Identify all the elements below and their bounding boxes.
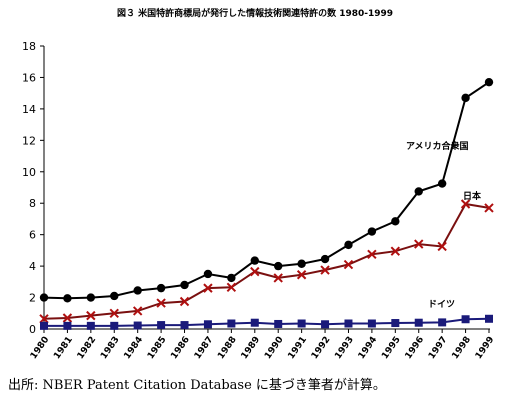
data-point-marker [133,286,142,295]
data-point-marker [86,321,95,330]
data-point-marker [110,321,119,330]
y-tick-label: 12 [22,134,36,147]
data-point-marker [156,283,166,293]
data-point-marker [39,314,49,324]
data-point-marker [180,321,189,330]
data-point-marker [461,93,470,103]
x-tick-label: 1990 [263,335,286,361]
data-point-marker [367,249,377,260]
data-point-marker [86,293,96,302]
x-tick-label: 1987 [193,335,216,361]
data-point-marker [203,269,213,279]
data-point-marker [250,266,260,277]
series-label-1: アメリカ合衆国 [406,140,469,152]
x-tick-label: 1999 [474,335,497,361]
data-point-marker [320,265,330,275]
data-point-marker [437,179,447,188]
data-point-marker [250,318,259,327]
data-point-marker [344,240,353,250]
data-point-marker [180,280,189,290]
x-tick-label: 1981 [52,335,75,361]
x-tick-label: 1994 [357,335,380,361]
data-point-marker [296,270,307,280]
x-tick-label: 1991 [287,335,310,361]
data-point-marker [110,291,119,301]
data-point-marker [391,217,400,226]
x-tick-label: 1984 [123,335,146,361]
data-point-marker [343,259,354,270]
x-tick-label: 1997 [427,335,450,361]
data-point-marker [320,254,330,264]
data-point-marker [132,306,143,316]
data-point-marker [62,313,73,323]
data-point-marker [39,293,49,302]
data-point-marker [297,319,306,328]
data-point-marker [274,261,283,271]
data-point-marker [250,256,259,265]
data-point-marker [390,246,401,256]
data-point-marker [63,321,72,330]
data-point-marker [437,241,447,252]
x-tick-label: 1989 [240,335,263,361]
data-point-marker [274,319,283,328]
x-tick-label: 1988 [216,335,239,361]
data-point-marker [40,321,48,330]
series-line-2 [43,202,490,320]
y-tick-label: 4 [29,260,36,273]
source-note: 出所: NBER Patent Citation Database に基づき筆者… [8,378,386,393]
data-point-marker [226,282,237,293]
data-point-marker [227,319,236,328]
data-point-marker [227,273,236,283]
y-tick-label: 14 [22,103,36,116]
data-point-marker [63,294,72,303]
data-point-marker [484,203,494,213]
x-tick-label: 1992 [310,335,333,361]
data-point-marker [156,298,166,308]
y-tick-label: 0 [29,323,36,336]
data-point-marker [321,320,330,329]
data-point-marker [157,321,166,330]
data-point-marker [297,259,306,268]
data-point-marker [484,77,494,87]
series-label-2: 日本 [463,190,482,202]
data-point-marker [133,321,142,330]
y-tick-label: 16 [22,71,36,84]
x-tick-label: 1983 [99,335,122,361]
data-point-marker [414,239,424,249]
data-point-marker [485,314,493,323]
data-point-marker [367,319,376,328]
y-tick-label: 10 [22,166,36,179]
series-label-3: ドイツ [428,299,455,310]
data-point-marker [438,318,447,327]
data-point-marker [109,308,119,318]
x-tick-label: 1996 [404,335,427,361]
x-tick-label: 1993 [333,335,356,361]
data-point-marker [461,315,470,324]
x-tick-label: 1980 [29,335,52,361]
data-point-marker [203,320,212,329]
y-tick-label: 2 [29,292,36,305]
x-tick-label: 1995 [380,335,403,361]
data-point-marker [460,199,471,209]
x-tick-label: 1982 [76,335,99,361]
data-point-marker [414,187,423,196]
data-point-marker [273,273,283,283]
data-point-marker [414,318,423,327]
data-point-marker [391,319,400,328]
data-point-marker [203,283,213,293]
y-tick-label: 18 [22,40,36,53]
x-tick-label: 1986 [169,335,192,361]
chart-title: 図３ 米国特許商標局が発行した情報技術関連特許の数 1980-1999 [116,9,394,19]
data-point-marker [86,310,96,321]
x-tick-label: 1998 [450,335,473,361]
data-point-marker [179,296,190,307]
y-tick-label: 8 [29,197,36,210]
data-point-marker [344,319,353,328]
y-tick-label: 6 [29,229,36,242]
x-tick-label: 1985 [146,335,169,361]
data-point-marker [367,227,377,236]
